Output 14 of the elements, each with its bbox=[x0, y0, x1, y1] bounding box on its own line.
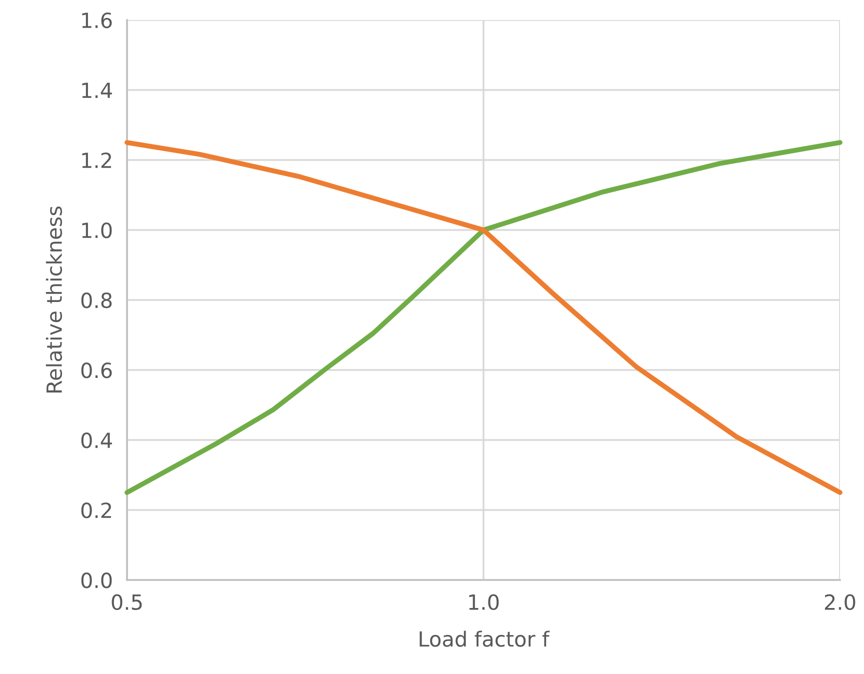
y-tick-label: 1.2 bbox=[82, 152, 112, 168]
x-tick-label: 0.5 bbox=[112, 594, 142, 610]
x-axis-title: Load factor f bbox=[420, 630, 550, 647]
y-tick-label: 1.0 bbox=[82, 222, 112, 238]
x-tick-label: 2.0 bbox=[824, 594, 856, 610]
y-tick-label: 0.6 bbox=[81, 362, 112, 378]
y-tick-label: 1.4 bbox=[82, 82, 112, 98]
y-tick-label: 0.8 bbox=[81, 292, 112, 308]
y-tick-label: 0.2 bbox=[81, 502, 112, 518]
y-axis-title: Relative thickness bbox=[46, 206, 62, 392]
x-tick-label: 1.0 bbox=[469, 594, 499, 610]
y-tick-label: 1.6 bbox=[82, 12, 112, 28]
y-tick-label: 0.0 bbox=[81, 572, 112, 588]
y-tick-label: 0.4 bbox=[81, 432, 112, 448]
